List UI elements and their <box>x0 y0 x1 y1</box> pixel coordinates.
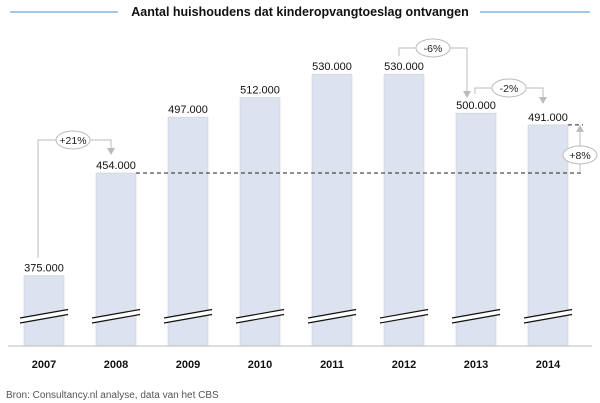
annotation-bubble <box>562 145 598 165</box>
axis-break-gap <box>308 309 356 323</box>
axis-break-line <box>19 313 69 324</box>
bar-2012 <box>383 73 425 347</box>
arrow-head <box>539 97 547 104</box>
axis-break-line <box>307 308 357 319</box>
value-label-2008: 454.000 <box>96 160 136 172</box>
annotation-label: +21% <box>59 135 86 147</box>
value-label-2009: 497.000 <box>168 104 208 116</box>
bar-2009 <box>167 116 209 347</box>
arrow-head <box>576 124 584 132</box>
axis-break-line <box>163 308 213 319</box>
x-tick-2011: 2011 <box>320 359 344 371</box>
bar-2013 <box>455 112 497 347</box>
axis-break-gap <box>164 309 212 323</box>
annotation-label: -2% <box>500 83 519 95</box>
axis-break-line <box>379 308 429 319</box>
x-tick-2009: 2009 <box>176 359 200 371</box>
axis-break-line <box>163 313 213 324</box>
value-label-2007: 375.000 <box>24 263 64 275</box>
axis-break-line <box>451 313 501 324</box>
axis-break-line <box>235 308 285 319</box>
axis-break-gap <box>380 309 428 323</box>
x-tick-2014: 2014 <box>536 359 561 371</box>
axis-break-gap <box>524 309 572 323</box>
axis-break-gap <box>452 309 500 323</box>
value-label-2010: 512.000 <box>240 85 280 97</box>
arrow-head <box>107 148 115 155</box>
axis-break-line <box>19 308 69 319</box>
axis-break-line <box>91 313 141 324</box>
chart-title: Aantal huishoudens dat kinderopvangtoesl… <box>131 5 469 19</box>
annotation-bubble <box>415 38 451 58</box>
bar-2011 <box>311 73 353 347</box>
x-tick-2010: 2010 <box>248 359 272 371</box>
x-tick-2013: 2013 <box>464 359 488 371</box>
axis-break-gap <box>236 309 284 323</box>
annotation-bubble <box>491 78 527 98</box>
axis-break-line <box>523 313 573 324</box>
axis-break-line <box>307 313 357 324</box>
x-tick-2008: 2008 <box>104 359 128 371</box>
bar-2010 <box>239 97 281 347</box>
axis-break-line <box>523 308 573 319</box>
x-tick-2012: 2012 <box>392 359 416 371</box>
value-label-2012: 530.000 <box>384 61 424 73</box>
axis-break-line <box>451 308 501 319</box>
value-label-2014: 491.000 <box>528 112 568 124</box>
x-tick-2007: 2007 <box>32 359 56 371</box>
source-note: Bron: Consultancy.nl analyse, data van h… <box>6 390 219 401</box>
axis-break-line <box>91 308 141 319</box>
axis-break-line <box>379 313 429 324</box>
axis-break-gap <box>92 309 140 323</box>
annotation-bubble <box>55 130 91 150</box>
axis-break-gap <box>20 309 68 323</box>
annotation-label: +8% <box>569 150 590 162</box>
arrow-head <box>463 91 471 98</box>
bar-2014 <box>527 124 569 347</box>
annotation-label: -6% <box>424 43 443 55</box>
value-label-2013: 500.000 <box>456 100 496 112</box>
value-label-2011: 530.000 <box>312 61 352 73</box>
axis-break-line <box>235 313 285 324</box>
